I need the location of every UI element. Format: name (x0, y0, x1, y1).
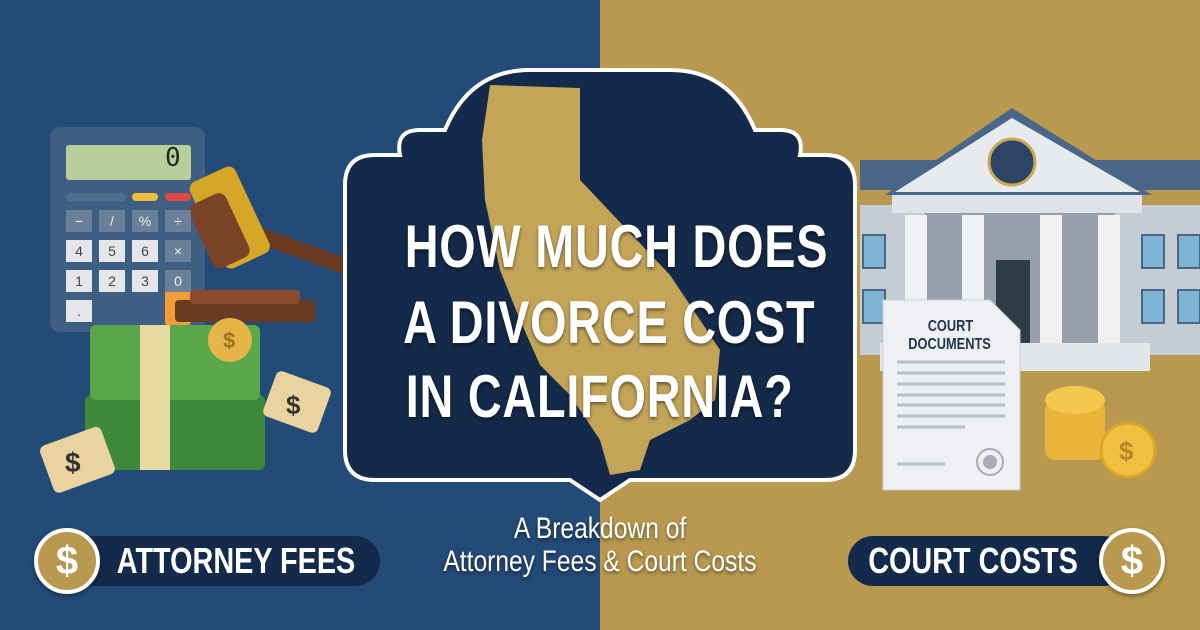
calculator-key: / (99, 210, 125, 232)
calculator-key: × (165, 240, 191, 262)
calculator-key: 2 (99, 270, 125, 292)
calculator-key: . (66, 300, 92, 322)
headline-bubble (343, 68, 857, 503)
court-costs-badge: COURT COSTS (848, 536, 1128, 586)
calculator-key: 5 (99, 240, 125, 262)
calculator-key: 0 (165, 270, 191, 292)
calculator-display: 0 (165, 143, 181, 173)
calculator-key: % (132, 210, 158, 232)
calculator-key: 1 (66, 270, 92, 292)
svg-text:$: $ (65, 447, 81, 478)
calculator-key: 6 (132, 240, 158, 262)
document-title: COURT DOCUMENTS (908, 318, 992, 353)
subtitle-line-1: A Breakdown of (513, 512, 687, 545)
calculator-key: ÷ (165, 210, 191, 232)
headline-line-3: IN CALIFORNIA? (406, 363, 794, 430)
attorney-fees-badge: ATTORNEY FEES (62, 536, 380, 586)
california-map-icon (482, 85, 720, 475)
dollar-icon: $ (34, 528, 100, 594)
subtitle-line-2: Attorney Fees & Court Costs (443, 545, 757, 578)
svg-text:$: $ (1119, 436, 1134, 466)
headline-line-1: HOW MUCH DOES (404, 213, 829, 280)
cash-stacks-illustration: $ (85, 318, 265, 470)
court-document-illustration (882, 299, 1021, 491)
dollar-icon: $ (1099, 528, 1165, 594)
headline-line-2: A DIVORCE COST (403, 289, 816, 356)
gavel-illustration (175, 166, 348, 322)
svg-text:$: $ (223, 328, 235, 353)
calculator-key: 3 (132, 270, 158, 292)
svg-text:$: $ (286, 390, 301, 420)
coin-stack-illustration: $ (1045, 386, 1157, 479)
price-tag-icon: $ $ (40, 371, 331, 493)
calculator-key: 4 (66, 240, 92, 262)
calculator-key: − (66, 210, 92, 232)
